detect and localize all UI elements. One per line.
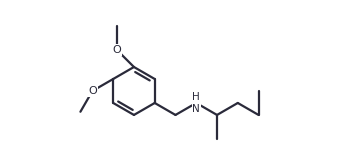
Text: H
N: H N [193, 92, 200, 114]
Text: O: O [113, 45, 121, 55]
Text: O: O [88, 86, 97, 96]
